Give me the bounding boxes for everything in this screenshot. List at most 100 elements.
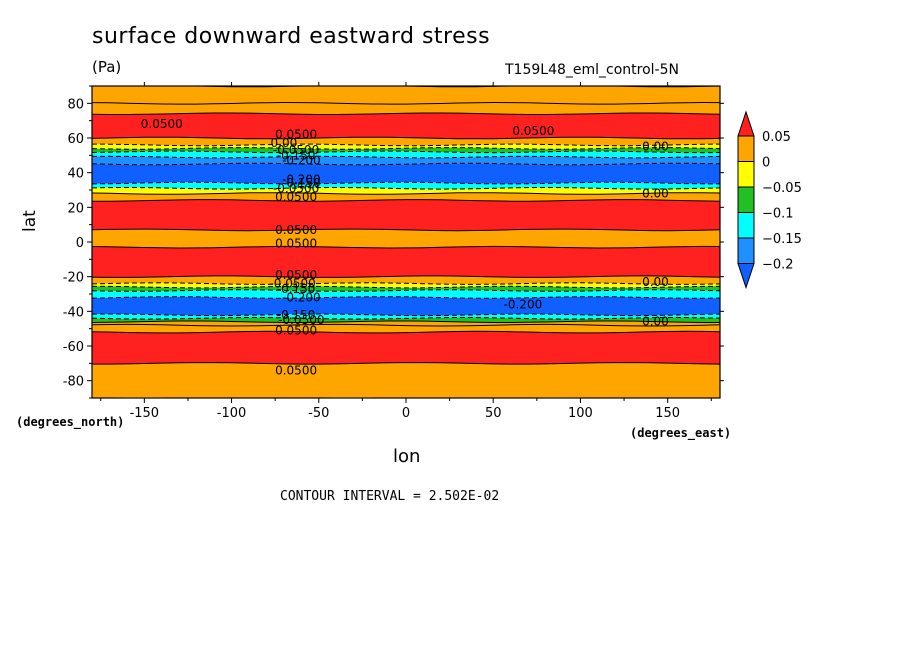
contour-line	[92, 192, 720, 195]
contour-label: -0.200	[282, 290, 321, 304]
contour-label: 0.00	[642, 140, 669, 154]
lat-band	[92, 324, 720, 333]
lat-band	[92, 156, 720, 165]
lat-band	[92, 282, 720, 288]
colorbar-segment	[737, 161, 755, 188]
contour-line	[92, 323, 720, 327]
colorbar-label: −0.1	[762, 207, 794, 222]
contour-line	[92, 330, 720, 334]
lat-band	[92, 86, 720, 105]
y-tick-label: -20	[63, 271, 84, 286]
contour-line	[92, 313, 720, 317]
contour-line	[92, 112, 720, 115]
contour-label: -0.150	[277, 308, 316, 322]
contour-label: 0.0500	[141, 117, 183, 131]
lat-band	[92, 102, 720, 115]
contour-label: 0.00	[642, 186, 669, 200]
contour-line	[92, 199, 720, 202]
lat-band	[92, 147, 720, 153]
contour-label: 0.00	[642, 315, 669, 329]
colorbar-label: −0.15	[762, 232, 802, 247]
x-tick-label: -150	[130, 406, 160, 421]
contour-label: 0.00	[642, 275, 669, 289]
contour-line	[92, 275, 720, 278]
lat-band	[92, 199, 720, 231]
contour-label: -0.150	[277, 148, 316, 162]
x-tick-label: -100	[217, 406, 247, 421]
contour-line	[92, 296, 720, 299]
chart-units: (Pa)	[92, 58, 122, 76]
contour-label: 0.0500	[275, 223, 317, 237]
x-tick-label: 150	[655, 406, 680, 421]
contour-label: -0.150	[282, 176, 321, 190]
lat-band	[92, 246, 720, 278]
x-axis-label: lon	[393, 446, 421, 467]
colorbar-label: 0.05	[762, 130, 791, 145]
lat-band	[92, 144, 720, 150]
lat-band	[92, 296, 720, 316]
contour-line	[92, 228, 720, 232]
colorbar-segment	[737, 212, 755, 239]
contour-label: 0.0500	[512, 124, 554, 138]
contour-interval-note: CONTOUR INTERVAL = 2.502E-02	[280, 489, 500, 504]
contour-label: 0.0500	[275, 268, 317, 282]
contour-line	[92, 320, 720, 323]
lat-band	[92, 113, 720, 139]
y-tick-label: -80	[63, 375, 84, 390]
y-tick-label: -60	[63, 340, 84, 355]
colorbar-segment	[737, 237, 755, 264]
contour-label: -0.200	[504, 297, 543, 311]
contour-label: -0.200	[282, 154, 321, 168]
y-tick-label: 20	[67, 201, 84, 216]
contour-line	[92, 317, 720, 320]
contour-line	[92, 245, 720, 249]
x-tick-label: 0	[402, 406, 410, 421]
x-tick-label: 100	[568, 406, 593, 421]
contour-line	[92, 282, 720, 285]
contour-line	[92, 362, 720, 365]
y-tick-label: 0	[76, 236, 84, 251]
chart-title: surface downward eastward stress	[92, 24, 491, 49]
contour-label: 0.0500	[275, 190, 317, 204]
contour-label: 0.0500	[275, 128, 317, 142]
x-tick-label: -50	[308, 406, 329, 421]
contour-label: -0.0500	[269, 277, 315, 291]
contour-line	[92, 181, 720, 185]
colorbar-segment	[737, 186, 755, 213]
x-tick-label: 50	[485, 406, 502, 421]
contour-label: 0.0500	[275, 323, 317, 337]
contour-label: 0.0500	[275, 237, 317, 251]
contour-line	[92, 150, 720, 154]
contour-label: -0.0500	[278, 313, 324, 327]
contour-line	[92, 147, 720, 150]
lat-band	[92, 314, 720, 320]
contour-line	[92, 101, 720, 105]
lat-band	[92, 289, 720, 299]
colorbar-bottom-arrow	[737, 263, 755, 290]
contour-label: -0.0500	[273, 143, 319, 157]
contour-label: -0.200	[282, 173, 321, 187]
lat-band	[92, 275, 720, 285]
y-tick-label: 80	[67, 97, 84, 112]
lat-band	[92, 151, 720, 158]
lat-band	[92, 286, 720, 292]
colorbar-top-arrow	[737, 110, 755, 137]
contour-label: -0.0500	[273, 181, 319, 195]
lat-band	[92, 163, 720, 184]
contour-line	[92, 155, 720, 159]
lat-band	[92, 192, 720, 202]
lat-band	[92, 229, 720, 248]
contour-label: 0.00	[271, 136, 298, 150]
lat-band	[92, 137, 720, 146]
lat-band	[92, 182, 720, 190]
contour-label: -0.150	[277, 282, 316, 296]
contour-line	[92, 143, 720, 147]
colorbar-label: 0	[762, 156, 770, 171]
contour-line	[92, 186, 720, 190]
contour-line	[92, 136, 720, 140]
lat-band	[92, 362, 720, 398]
y-tick-label: -40	[63, 305, 84, 320]
contour-line	[92, 285, 720, 289]
